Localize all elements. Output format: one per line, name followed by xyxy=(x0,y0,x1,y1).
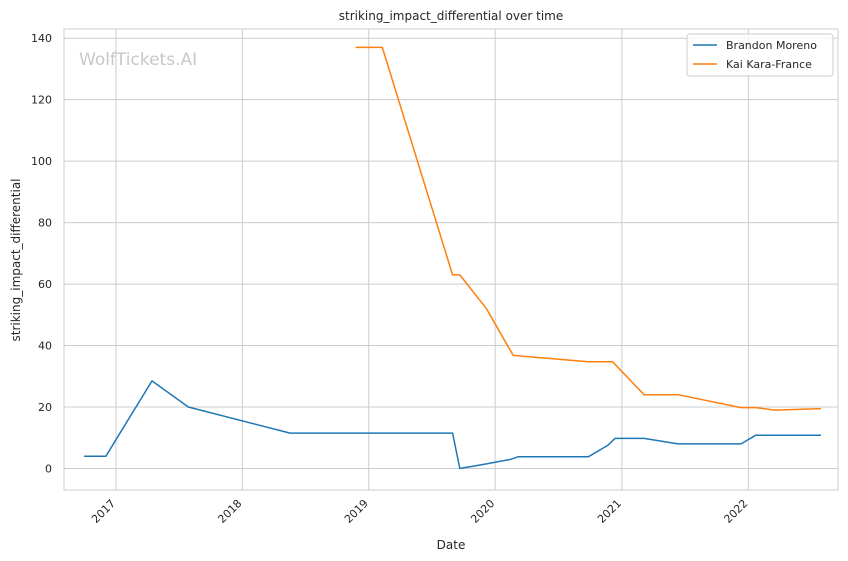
y-tick-label: 60 xyxy=(38,278,52,291)
x-tick-label: 2020 xyxy=(468,497,497,526)
plot-area-frame xyxy=(63,28,839,491)
x-axis-label: Date xyxy=(437,538,466,552)
x-tick-label: 2022 xyxy=(721,497,750,526)
y-tick-label: 120 xyxy=(31,94,52,107)
legend: Brandon Moreno Kai Kara-France xyxy=(686,33,834,77)
x-tick-label: 2021 xyxy=(595,497,624,526)
legend-label-kai-kara-france: Kai Kara-France xyxy=(726,58,812,71)
y-tick-label: 140 xyxy=(31,32,52,45)
legend-box xyxy=(686,33,834,77)
y-axis-label: striking_impact_differential xyxy=(9,178,23,341)
legend-label-brandon-moreno: Brandon Moreno xyxy=(726,39,817,52)
y-tick-label: 0 xyxy=(45,462,52,475)
x-tick-label: 2018 xyxy=(215,497,244,526)
x-tick-label: 2019 xyxy=(342,497,371,526)
y-tick-label: 100 xyxy=(31,155,52,168)
series-line-kai-kara-france xyxy=(355,46,822,411)
series-line-brandon-moreno xyxy=(84,380,821,470)
y-tick-label: 20 xyxy=(38,401,52,414)
y-tick-label: 40 xyxy=(38,340,52,353)
chart-title: striking_impact_differential over time xyxy=(339,9,564,23)
x-tick-label: 2017 xyxy=(89,497,118,526)
watermark: WolfTickets.AI xyxy=(79,50,197,70)
y-tick-label: 80 xyxy=(38,217,52,230)
